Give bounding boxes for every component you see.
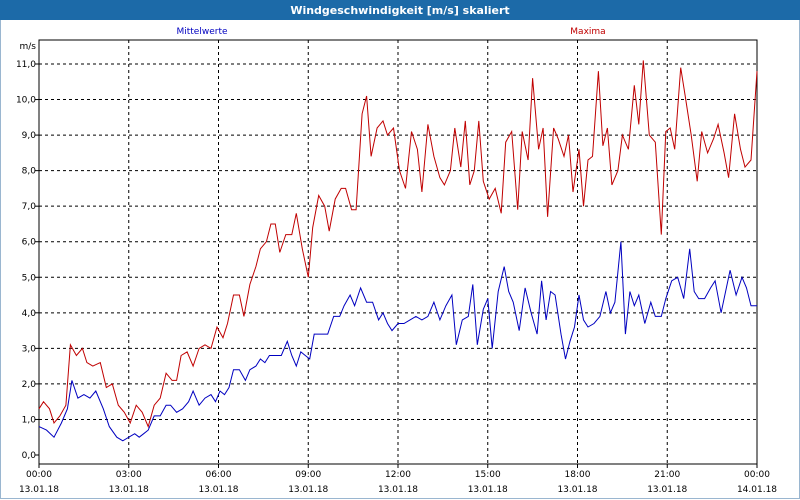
legend-label-mittelwerte: Mittelwerte [176,27,227,37]
y-tick-label: 5,0 [22,273,37,283]
chart-grid [39,40,757,464]
x-tick-time-label: 00:00 [26,470,52,480]
y-axis-label: m/s [20,42,37,52]
y-tick-label: 7,0 [22,202,37,212]
series-line-maxima [38,60,758,429]
x-tick-time-label: 15:00 [475,470,501,480]
x-tick-time-label: 03:00 [116,470,142,480]
y-tick-label: 1,0 [22,415,37,425]
x-tick-date-label: 13.01.18 [557,485,597,495]
y-tick-label: 8,0 [22,167,37,177]
y-tick-label: 0,0 [22,451,37,461]
x-tick-time-label: 21:00 [654,470,680,480]
x-tick-date-label: 13.01.18 [378,485,418,495]
y-tick-label: 11,0 [16,60,36,70]
x-tick-time-label: 06:00 [206,470,232,480]
x-tick-date-label: 13.01.18 [19,485,59,495]
x-tick-time-label: 09:00 [295,470,321,480]
window-title: Windgeschwindigkeit [m/s] skaliert [290,3,510,17]
x-tick-date-label: 13.01.18 [109,485,149,495]
legend-label-maxima: Maxima [570,27,605,37]
x-tick-time-label: 12:00 [385,470,411,480]
y-tick-label: 2,0 [22,380,37,390]
y-tick-label: 4,0 [22,309,37,319]
x-tick-date-label: 13.01.18 [198,485,238,495]
chart-series [38,60,758,442]
x-tick-date-label: 13.01.18 [288,485,328,495]
x-tick-time-label: 00:00 [744,470,770,480]
y-tick-label: 10,0 [16,96,36,106]
x-tick-date-label: 14.01.18 [737,485,777,495]
x-tick-date-label: 13.01.18 [468,485,508,495]
series-line-mittelwerte [38,241,757,442]
y-tick-label: 9,0 [22,131,37,141]
chart-labels: 0,0 1,0 2,0 3,0 4,0 5,0 6,0 7,0 8,0 9,0 10,0 11,0 00… [16,27,777,495]
x-tick-date-label: 13.01.18 [647,485,687,495]
x-tick-time-label: 18:00 [565,470,591,480]
y-tick-label: 6,0 [22,238,37,248]
window-title-bar: Windgeschwindigkeit [m/s] skaliert [0,0,800,20]
y-tick-label: 3,0 [22,344,37,354]
chart-axes [35,39,758,468]
plot-border [38,39,758,465]
